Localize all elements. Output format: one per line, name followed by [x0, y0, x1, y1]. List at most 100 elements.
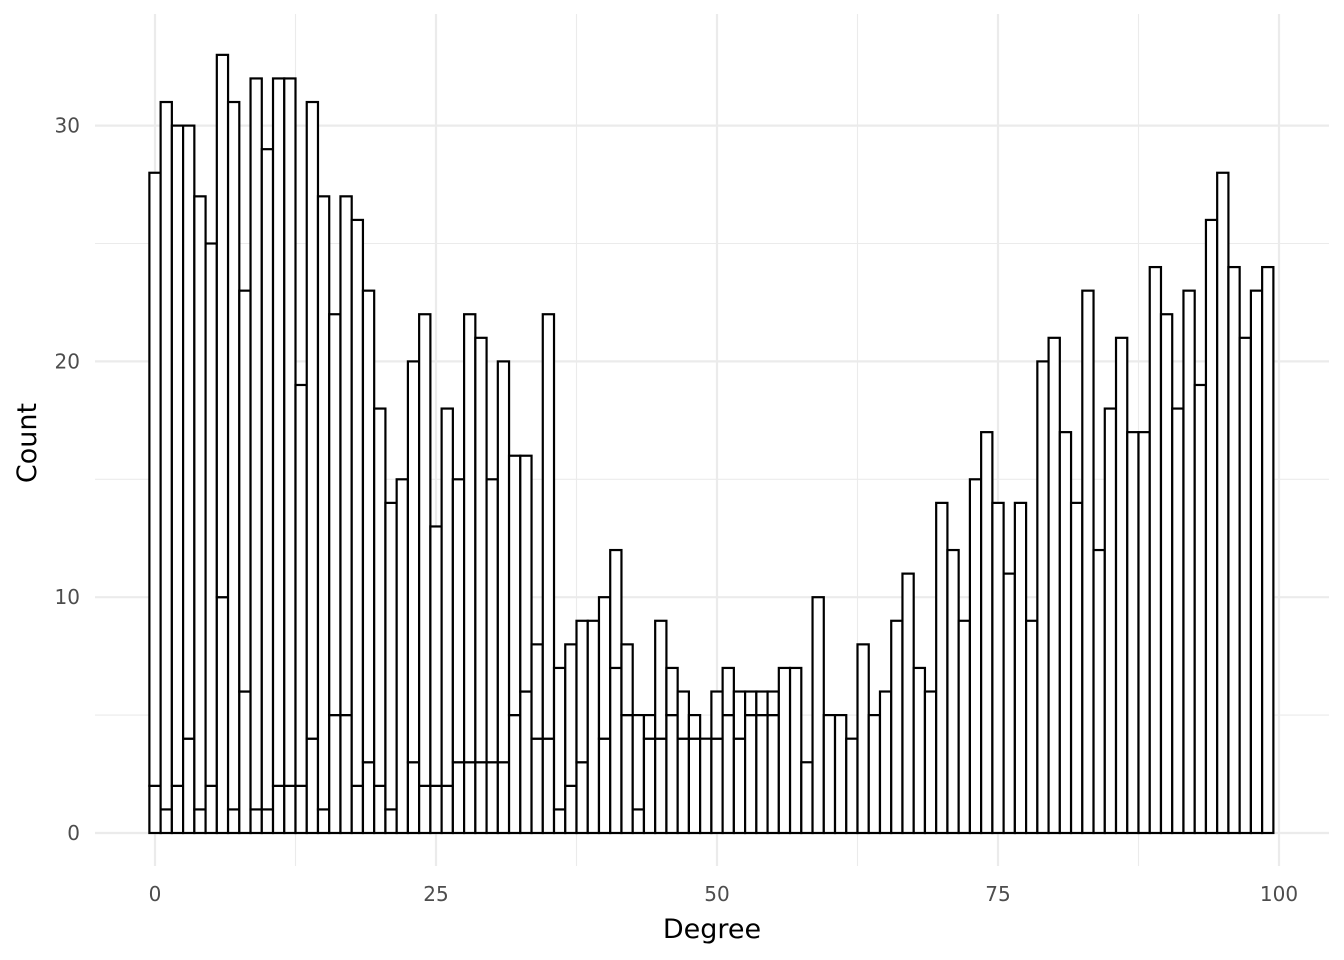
bar-segment	[496, 761, 511, 835]
bar-segment	[204, 242, 218, 787]
bar-segment	[249, 808, 263, 835]
y-tick-label: 30	[55, 114, 80, 138]
bar-segment	[193, 808, 207, 835]
bar-segment	[822, 713, 837, 835]
bar-segment	[418, 313, 432, 787]
bar-segment	[328, 313, 342, 717]
bar-segment	[676, 690, 690, 740]
bar-segment	[1126, 431, 1140, 835]
y-tick-label: 20	[55, 349, 80, 373]
bar-segment	[721, 666, 735, 717]
bar-segment	[788, 666, 803, 835]
bar-segment	[845, 737, 859, 835]
bar-segment	[474, 336, 488, 764]
bar-segment	[620, 643, 634, 717]
bar-segment	[721, 713, 735, 835]
bar-segment	[743, 713, 758, 835]
bar-segment	[182, 124, 196, 740]
bar-segment	[283, 77, 297, 787]
bar-segment	[305, 737, 320, 835]
x-axis-ticks: 0 25 50 75 100	[149, 882, 1298, 906]
bar-segment	[687, 737, 702, 835]
bars	[148, 53, 1275, 835]
bar-segment	[271, 77, 286, 787]
bar-segment	[935, 501, 949, 835]
bar-segment	[609, 666, 623, 835]
bar-segment	[170, 784, 185, 835]
bar-segment	[597, 596, 612, 740]
bar-segment	[1013, 501, 1028, 835]
bar-segment	[710, 690, 724, 740]
bar-segment	[552, 666, 567, 811]
bar-segment	[1148, 265, 1163, 835]
bar-segment	[1182, 289, 1196, 835]
bar-segment	[1137, 431, 1151, 835]
y-tick-label: 0	[67, 821, 80, 845]
bar-segment	[1092, 548, 1106, 835]
bar-segment	[597, 737, 612, 835]
bar-segment	[1171, 407, 1185, 835]
bar-segment	[418, 784, 432, 835]
bar-segment	[575, 761, 589, 835]
bar-segment	[564, 643, 578, 787]
bar-segment	[530, 737, 544, 835]
bar-segment	[226, 100, 241, 811]
bar-segment	[665, 666, 679, 717]
bar-segment	[766, 690, 780, 717]
bar-segment	[912, 666, 927, 835]
bar-segment	[642, 737, 657, 835]
bar-segment	[732, 737, 747, 835]
bar-segment	[519, 690, 533, 835]
bar-segment	[991, 501, 1005, 835]
bar-segment	[463, 761, 477, 835]
bar-segment	[1081, 289, 1095, 835]
bar-segment	[283, 784, 297, 835]
bar-segment	[766, 713, 780, 835]
bar-segment	[406, 360, 421, 764]
bar-segment	[631, 713, 646, 811]
bar-segment	[654, 619, 668, 740]
bar-segment	[1036, 360, 1050, 835]
bar-segment	[215, 596, 230, 835]
bar-segment	[451, 761, 466, 835]
bar-segment	[620, 713, 634, 835]
bar-segment	[148, 784, 162, 835]
bar-segment	[654, 737, 668, 835]
bar-segment	[350, 784, 365, 835]
bar-segment	[361, 289, 376, 764]
bar-segment	[170, 124, 185, 787]
bar-segment	[305, 100, 320, 740]
bar-segment	[1216, 171, 1230, 835]
bar-segment	[530, 643, 544, 740]
bar-segment	[271, 784, 286, 835]
bar-segment	[350, 218, 365, 787]
bar-segment	[541, 737, 556, 835]
bar-segment	[1114, 336, 1129, 835]
bar-segment	[485, 761, 499, 835]
bar-segment	[1204, 218, 1219, 835]
bar-segment	[1238, 336, 1253, 835]
x-tick-label: 100	[1260, 882, 1298, 906]
bar-segment	[193, 195, 207, 811]
bar-segment	[856, 643, 870, 835]
bar-segment	[384, 501, 398, 811]
bar-segment	[226, 808, 241, 835]
bar-segment	[204, 784, 218, 835]
bar-segment	[406, 761, 421, 835]
bar-segment	[507, 454, 522, 717]
bar-segment	[339, 713, 353, 835]
x-axis-title: Degree	[663, 914, 761, 945]
bar-segment	[260, 148, 275, 811]
x-tick-label: 50	[704, 882, 729, 906]
x-tick-label: 75	[985, 882, 1010, 906]
bar-segment	[361, 761, 376, 835]
bar-segment	[1069, 501, 1084, 835]
bar-segment	[1159, 313, 1174, 835]
bar-segment	[238, 289, 252, 693]
bar-segment	[485, 478, 499, 764]
bar-segment	[710, 737, 724, 835]
bar-segment	[316, 808, 331, 835]
bar-segment	[586, 619, 601, 835]
bar-segment	[238, 690, 252, 835]
bar-segment	[463, 313, 477, 764]
